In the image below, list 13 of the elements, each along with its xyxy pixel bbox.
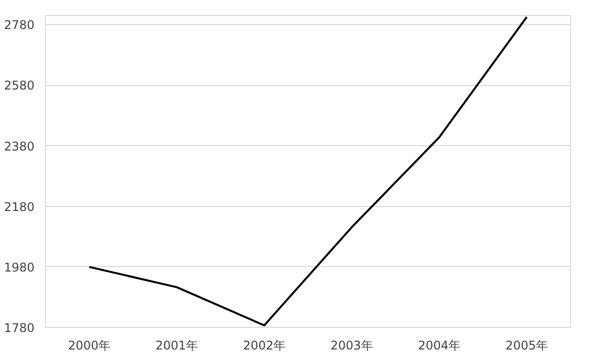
line-series (88, 16, 528, 326)
x-tick-label: 2005年 (505, 338, 548, 352)
y-tick-label: 1980 (4, 260, 35, 274)
y-tick-label: 2180 (4, 200, 35, 214)
x-tick-label: 2003年 (330, 338, 374, 352)
y-tick-label: 2780 (4, 18, 35, 32)
x-tick-label: 2000年 (68, 338, 111, 352)
y-tick-label: 2380 (4, 139, 35, 154)
x-tick-label: 2002年 (242, 338, 286, 352)
y-tick-label: 1780 (4, 321, 35, 335)
y-tick-label: 2580 (4, 78, 35, 93)
x-tick-label: 2001年 (155, 338, 198, 352)
x-tick-label: 2004年 (418, 338, 461, 352)
